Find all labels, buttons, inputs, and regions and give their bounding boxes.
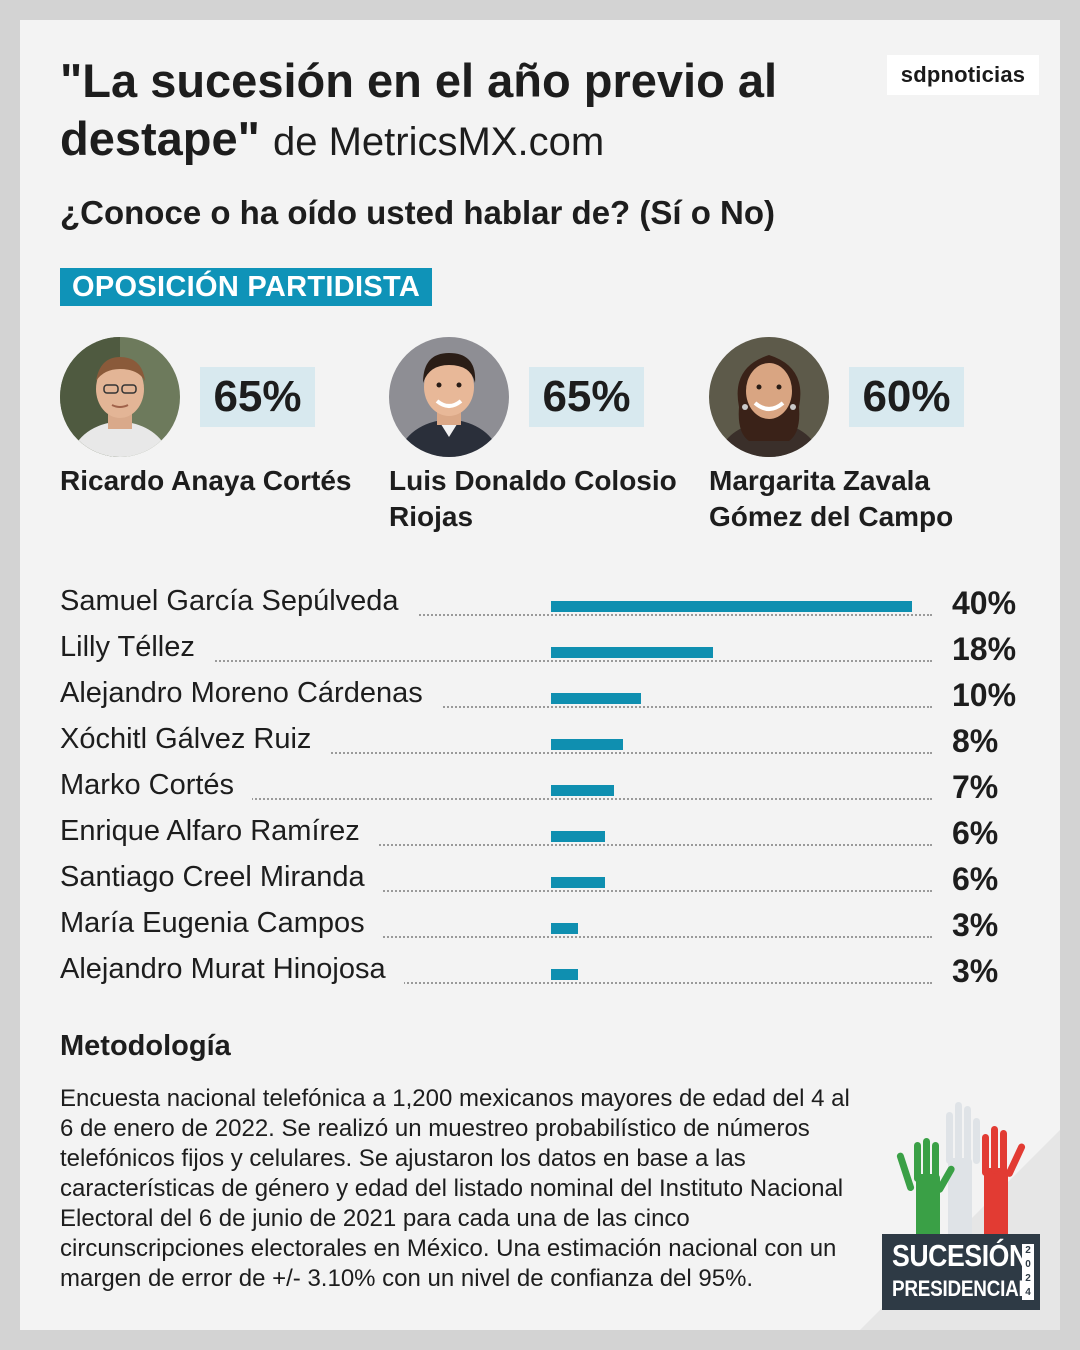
- value-label: 18%: [952, 631, 1017, 667]
- brand-logo: sdpnoticias: [887, 55, 1039, 95]
- chart-row: Alejandro Moreno Cárdenas 10%: [60, 670, 1040, 716]
- category-label: Xóchitl Gálvez Ruiz: [60, 716, 330, 762]
- bar: [551, 693, 641, 704]
- value-label: 8%: [952, 723, 999, 759]
- value-label: 6%: [952, 815, 999, 851]
- category-label: Lilly Téllez: [60, 624, 213, 670]
- dotted-leader: [60, 660, 932, 662]
- bar: [551, 785, 614, 796]
- bar: [551, 647, 713, 658]
- title-source: de MetricsMX.com: [272, 120, 605, 164]
- value-label: 6%: [952, 861, 999, 897]
- logo-line-1: SUCESIÓN: [892, 1238, 1028, 1273]
- page-title: "La sucesión en el año previo al destape…: [60, 52, 820, 171]
- infographic-card: "La sucesión en el año previo al destape…: [20, 20, 1060, 1330]
- chart-row: Alejandro Murat Hinojosa 3%: [60, 946, 1040, 992]
- dotted-leader: [60, 798, 932, 800]
- category-label: Alejandro Murat Hinojosa: [60, 946, 404, 992]
- featured-percent: 65%: [529, 367, 644, 427]
- logo-line-2: PRESIDENCIAL: [892, 1276, 1030, 1301]
- featured-candidate-3: 60% Margarita Zavala Gómez del Campo: [709, 337, 1029, 547]
- category-label: Samuel García Sepúlveda: [60, 578, 417, 624]
- category-label: Santiago Creel Miranda: [60, 854, 383, 900]
- bar: [551, 739, 623, 750]
- bar: [551, 923, 578, 934]
- section-badge: OPOSICIÓN PARTIDISTA: [60, 268, 433, 306]
- chart-row: María Eugenia Campos 3%: [60, 900, 1040, 946]
- category-label: Enrique Alfaro Ramírez: [60, 808, 378, 854]
- survey-question: ¿Conoce o ha oído usted hablar de? (Sí o…: [60, 194, 776, 231]
- value-label: 7%: [952, 769, 999, 805]
- featured-percent: 60%: [849, 367, 964, 427]
- chart-row: Samuel García Sepúlveda 40%: [60, 578, 1040, 624]
- dotted-leader: [60, 890, 932, 892]
- chart-row: Enrique Alfaro Ramírez 6%: [60, 808, 1040, 854]
- category-label: Marko Cortés: [60, 762, 253, 808]
- value-label: 40%: [952, 585, 1017, 621]
- title-text: "La sucesión en el año previo al destape…: [60, 54, 778, 165]
- dotted-leader: [60, 844, 932, 846]
- featured-name: Ricardo Anaya Cortés: [60, 465, 352, 496]
- featured-percent: 65%: [200, 367, 315, 427]
- bar: [551, 601, 912, 612]
- raised-hands-icon: [896, 1098, 1026, 1238]
- chart-row: Xóchitl Gálvez Ruiz 8%: [60, 716, 1040, 762]
- featured-name: Margarita Zavala Gómez del Campo: [709, 465, 954, 532]
- methodology-text: Encuesta nacional telefónica a 1,200 mex…: [60, 1085, 850, 1292]
- featured-candidate-1: 65% Ricardo Anaya Cortés: [60, 337, 380, 547]
- value-label: 3%: [952, 907, 999, 943]
- bar: [551, 969, 578, 980]
- chart-row: Marko Cortés 7%: [60, 762, 1040, 808]
- featured-name: Luis Donaldo Colosio Riojas: [389, 465, 677, 532]
- category-label: Alejandro Moreno Cárdenas: [60, 670, 441, 716]
- bar: [551, 877, 605, 888]
- dotted-leader: [60, 982, 932, 984]
- chart-row: Lilly Téllez 18%: [60, 624, 1040, 670]
- featured-candidate-2: 65% Luis Donaldo Colosio Riojas: [389, 337, 709, 547]
- bar: [551, 831, 605, 842]
- person-photo-icon: [389, 337, 509, 457]
- chart-row: Santiago Creel Miranda 6%: [60, 854, 1040, 900]
- category-label: María Eugenia Campos: [60, 900, 383, 946]
- value-label: 3%: [952, 953, 999, 989]
- dotted-leader: [60, 706, 932, 708]
- dotted-leader: [60, 614, 932, 616]
- value-label: 10%: [952, 677, 1017, 713]
- person-photo-icon: [709, 337, 829, 457]
- person-photo-icon: [60, 337, 180, 457]
- dotted-leader: [60, 752, 932, 754]
- methodology-title: Metodología: [60, 1030, 231, 1062]
- dotted-leader: [60, 936, 932, 938]
